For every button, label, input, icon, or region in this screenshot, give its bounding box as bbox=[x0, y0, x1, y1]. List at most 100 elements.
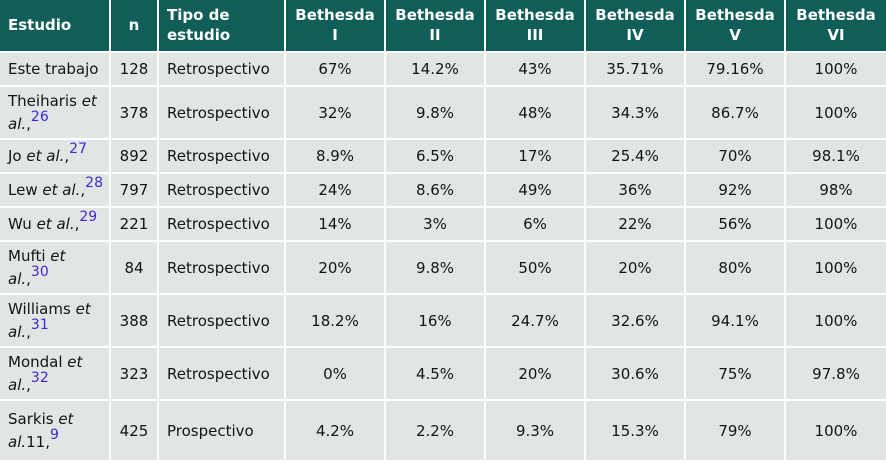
bethesda-value-cell: 56% bbox=[684, 206, 786, 242]
study-type-cell: Retrospectivo bbox=[157, 172, 286, 208]
study-name: Lew bbox=[8, 180, 43, 199]
reference-link[interactable]: 30 bbox=[30, 263, 49, 280]
study-etal-italic: et al. bbox=[26, 146, 65, 165]
table-header: Estudio n Tipo de estudio Bethesda I Bethesda I… bbox=[0, 0, 886, 53]
column-header-n: n bbox=[109, 0, 159, 53]
study-suffix: , bbox=[26, 114, 31, 133]
bethesda-value-cell: 80% bbox=[684, 240, 786, 295]
column-header-estudio: Estudio bbox=[0, 0, 111, 53]
bethesda-value-cell: 43% bbox=[484, 51, 586, 87]
column-header-label-line2: VI bbox=[827, 25, 845, 44]
sample-size-cell: 892 bbox=[109, 138, 159, 174]
study-etal-italic: et al. bbox=[42, 180, 81, 199]
table-row: Mufti et al.,30 84 Retrospectivo 20% 9.8% 50%… bbox=[0, 240, 886, 295]
bethesda-value-cell: 75% bbox=[684, 346, 786, 401]
study-etal-italic: et al. bbox=[8, 92, 97, 133]
study-name: Mondal bbox=[8, 353, 68, 371]
bethesda-value-cell: 48% bbox=[484, 85, 586, 140]
study-name: Mufti bbox=[8, 247, 51, 265]
study-name: Jo bbox=[8, 146, 27, 165]
study-suffix: , bbox=[74, 214, 80, 233]
bethesda-value-cell: 4.5% bbox=[384, 346, 486, 401]
bethesda-value-cell: 9.8% bbox=[384, 85, 486, 140]
column-header-bethesda-v: Bethesda V bbox=[684, 0, 786, 53]
bethesda-value-cell: 25.4% bbox=[584, 138, 686, 174]
study-etal-italic: et al. bbox=[36, 214, 75, 233]
study-type-cell: Retrospectivo bbox=[157, 206, 286, 242]
table-row: Mondal et al.,32 323 Retrospectivo 0% 4.5% 20… bbox=[0, 346, 886, 401]
bethesda-value-cell: 34.3% bbox=[584, 85, 686, 140]
column-header-label-line2: V bbox=[729, 25, 741, 44]
column-header-label: Bethesda bbox=[796, 6, 876, 24]
table-row: Williams et al.,31 388 Retrospectivo 18.2% 1… bbox=[0, 293, 886, 348]
study-cell: Este trabajo bbox=[0, 51, 111, 87]
reference-link[interactable]: 28 bbox=[85, 174, 103, 191]
bethesda-value-cell: 20% bbox=[584, 240, 686, 295]
bethesda-value-cell: 9.8% bbox=[384, 240, 486, 295]
bethesda-value-cell: 14% bbox=[284, 206, 386, 242]
column-header-bethesda-i: Bethesda I bbox=[284, 0, 386, 53]
header-row: Estudio n Tipo de estudio Bethesda I Bethesda I… bbox=[0, 0, 886, 53]
column-header-label: Bethesda bbox=[295, 6, 375, 24]
study-suffix: , bbox=[80, 180, 86, 199]
bethesda-value-cell: 32% bbox=[284, 85, 386, 140]
study-suffix: , bbox=[26, 322, 31, 341]
column-header-label-line2: estudio bbox=[167, 25, 231, 44]
study-cell: Wu et al.,29 bbox=[0, 206, 111, 242]
bethesda-value-cell: 20% bbox=[284, 240, 386, 295]
study-cell: Lew et al.,28 bbox=[0, 172, 111, 208]
study-cell: Sarkis et al.11,9 bbox=[0, 399, 111, 461]
column-header-label: Bethesda bbox=[695, 6, 775, 24]
bethesda-value-cell: 79% bbox=[684, 399, 786, 461]
column-header-label: Tipo de bbox=[167, 6, 230, 24]
sample-size-cell: 378 bbox=[109, 85, 159, 140]
study-type-cell: Retrospectivo bbox=[157, 51, 286, 87]
table-row: Jo et al.,27 892 Retrospectivo 8.9% 6.5% 17% 2… bbox=[0, 138, 886, 174]
bethesda-value-cell: 2.2% bbox=[384, 399, 486, 461]
bethesda-value-cell: 98% bbox=[784, 172, 886, 208]
study-type-cell: Prospectivo bbox=[157, 399, 286, 461]
reference-link[interactable]: 31 bbox=[30, 316, 49, 333]
bethesda-value-cell: 94.1% bbox=[684, 293, 786, 348]
bethesda-value-cell: 35.71% bbox=[584, 51, 686, 87]
study-etal-italic: et al. bbox=[8, 247, 66, 288]
reference-link[interactable]: 29 bbox=[79, 208, 98, 225]
sample-size-cell: 221 bbox=[109, 206, 159, 242]
bethesda-value-cell: 4.2% bbox=[284, 399, 386, 461]
column-header-bethesda-iv: Bethesda IV bbox=[584, 0, 686, 53]
study-etal-italic: et al. bbox=[8, 410, 74, 451]
column-header-tipo-de-estudio: Tipo de estudio bbox=[157, 0, 286, 53]
column-header-label: n bbox=[128, 15, 140, 34]
reference-link[interactable]: 26 bbox=[30, 108, 49, 125]
sample-size-cell: 84 bbox=[109, 240, 159, 295]
study-cell: Jo et al.,27 bbox=[0, 138, 111, 174]
column-header-label-line2: II bbox=[429, 25, 441, 44]
sample-size-cell: 323 bbox=[109, 346, 159, 401]
bethesda-value-cell: 3% bbox=[384, 206, 486, 242]
bethesda-value-cell: 100% bbox=[784, 85, 886, 140]
study-name: Theiharis bbox=[8, 92, 82, 110]
column-header-label: Estudio bbox=[8, 15, 72, 34]
sample-size-cell: 797 bbox=[109, 172, 159, 208]
reference-link[interactable]: 27 bbox=[69, 140, 87, 157]
bethesda-value-cell: 36% bbox=[584, 172, 686, 208]
bethesda-value-cell: 50% bbox=[484, 240, 586, 295]
reference-link[interactable]: 9 bbox=[50, 426, 59, 443]
study-name: Williams bbox=[8, 300, 76, 318]
bethesda-value-cell: 6.5% bbox=[384, 138, 486, 174]
bethesda-value-cell: 100% bbox=[784, 240, 886, 295]
study-cell: Theiharis et al.,26 bbox=[0, 85, 111, 140]
study-cell: Mufti et al.,30 bbox=[0, 240, 111, 295]
bethesda-value-cell: 30.6% bbox=[584, 346, 686, 401]
column-header-label: Bethesda bbox=[495, 6, 575, 24]
bethesda-value-cell: 92% bbox=[684, 172, 786, 208]
sample-size-cell: 425 bbox=[109, 399, 159, 461]
study-etal-italic: et al. bbox=[8, 353, 83, 394]
reference-link[interactable]: 32 bbox=[30, 369, 49, 386]
sample-size-cell: 128 bbox=[109, 51, 159, 87]
study-cell: Williams et al.,31 bbox=[0, 293, 111, 348]
bethesda-value-cell: 15.3% bbox=[584, 399, 686, 461]
bethesda-value-cell: 24% bbox=[284, 172, 386, 208]
bethesda-value-cell: 8.9% bbox=[284, 138, 386, 174]
bethesda-value-cell: 86.7% bbox=[684, 85, 786, 140]
